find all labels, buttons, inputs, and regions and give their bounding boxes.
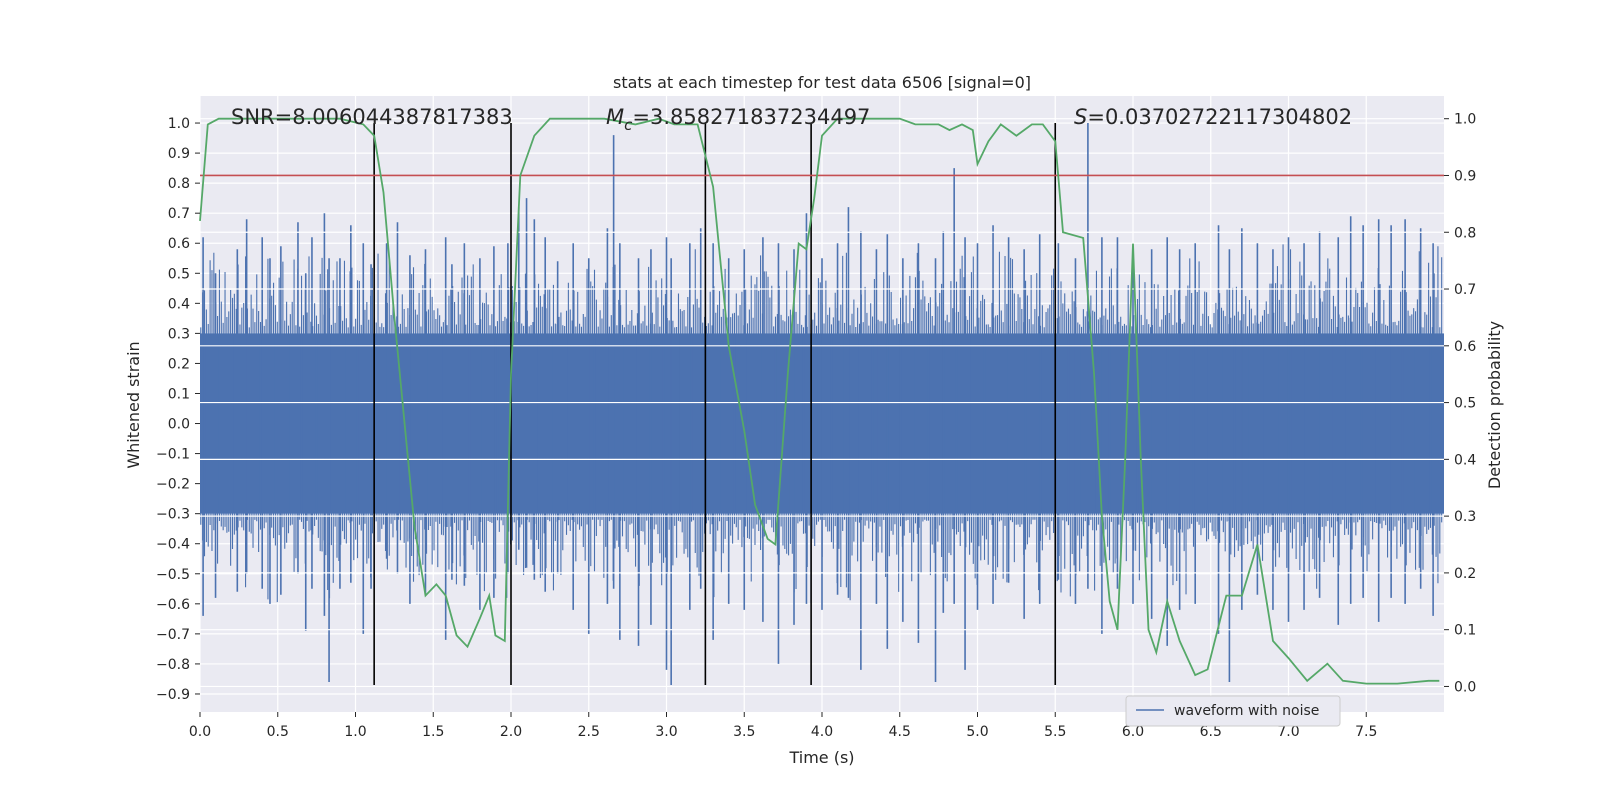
y-left-axis-ticks: 1.0 0.9 0.8 0.7 0.6 0.5 0.4 0.3 0.2 0.1 0.0 −0.1 −0.… xyxy=(156,116,200,703)
y-left-tick-label: −0.8 xyxy=(156,657,190,673)
chart-title: stats at each timestep for test data 650… xyxy=(613,73,1031,92)
snr-annotation: SNR=8.006044387817383 xyxy=(231,105,513,129)
y-left-tick-label: 0.3 xyxy=(168,326,190,342)
y-left-tick-label: 0.6 xyxy=(168,236,190,252)
y-left-tick-label: 0.4 xyxy=(168,296,190,312)
x-tick-label: 1.5 xyxy=(422,724,444,740)
mc-value: =3.858271837234497 xyxy=(632,105,870,129)
y-right-tick-label: 0.1 xyxy=(1454,623,1476,639)
y-left-tick-label: 0.0 xyxy=(168,417,190,433)
y-left-tick-label: 0.2 xyxy=(168,356,190,372)
y-left-tick-label: −0.1 xyxy=(156,447,190,463)
y-left-tick-label: −0.9 xyxy=(156,687,190,703)
s-annotation: S=0.03702722117304802 xyxy=(1074,105,1352,129)
y-right-tick-label: 0.2 xyxy=(1454,566,1476,582)
x-tick-label: 2.0 xyxy=(500,724,522,740)
x-axis-ticks: 0.0 0.5 1.0 1.5 2.0 2.5 3.0 3.5 4.0 4.5 5.0 5.5 6.0 6… xyxy=(189,712,1377,740)
y-right-axis-ticks: 1.0 0.9 0.8 0.7 0.6 0.5 0.4 0.3 0.2 0.1 0.0 xyxy=(1444,112,1476,695)
mc-subscript: c xyxy=(624,116,633,134)
legend-label: waveform with noise xyxy=(1174,703,1319,719)
y-left-tick-label: −0.7 xyxy=(156,627,190,643)
x-tick-label: 7.0 xyxy=(1277,724,1299,740)
s-value: =0.03702722117304802 xyxy=(1087,105,1352,129)
x-axis-label: Time (s) xyxy=(788,748,854,767)
y-right-tick-label: 0.3 xyxy=(1454,509,1476,525)
y-left-tick-label: 0.5 xyxy=(168,266,190,282)
mc-annotation: Mc=3.858271837234497 xyxy=(606,105,870,134)
y-right-tick-label: 0.9 xyxy=(1454,168,1476,184)
x-tick-label: 0.0 xyxy=(189,724,211,740)
x-tick-label: 0.5 xyxy=(267,724,289,740)
y-right-tick-label: 0.0 xyxy=(1454,679,1476,695)
y-right-tick-label: 0.8 xyxy=(1454,225,1476,241)
waveform-series xyxy=(200,123,1444,685)
y-left-tick-label: −0.5 xyxy=(156,567,190,583)
detection-probability-line xyxy=(199,117,1440,685)
s-symbol: S xyxy=(1074,105,1087,129)
y-left-tick-label: −0.4 xyxy=(156,537,190,553)
y-left-axis-label: Whitened strain xyxy=(124,341,143,468)
y-right-axis-label: Detection probability xyxy=(1485,321,1504,489)
x-tick-label: 3.0 xyxy=(655,724,677,740)
y-right-tick-label: 1.0 xyxy=(1454,112,1476,128)
y-left-tick-label: −0.2 xyxy=(156,477,190,493)
y-left-tick-label: 0.1 xyxy=(168,386,190,402)
x-tick-label: 3.5 xyxy=(733,724,755,740)
y-right-tick-label: 0.5 xyxy=(1454,396,1476,412)
x-tick-label: 6.0 xyxy=(1122,724,1144,740)
y-right-tick-label: 0.6 xyxy=(1454,339,1476,355)
legend-box xyxy=(1125,695,1341,727)
x-tick-label: 1.0 xyxy=(344,724,366,740)
y-left-tick-label: −0.3 xyxy=(156,507,190,523)
x-tick-label: 7.5 xyxy=(1355,724,1377,740)
probability-series xyxy=(199,117,1440,685)
mc-symbol: M xyxy=(606,105,624,129)
x-tick-label: 4.5 xyxy=(889,724,911,740)
x-tick-label: 5.5 xyxy=(1044,724,1066,740)
y-left-tick-label: 0.7 xyxy=(168,206,190,222)
y-right-tick-label: 0.4 xyxy=(1454,452,1476,468)
y-right-tick-label: 0.7 xyxy=(1454,282,1476,298)
y-left-tick-label: −0.6 xyxy=(156,597,190,613)
y-left-tick-label: 1.0 xyxy=(168,116,190,132)
legend: waveform with noise xyxy=(1125,695,1341,727)
x-tick-label: 5.0 xyxy=(966,724,988,740)
x-tick-label: 4.0 xyxy=(811,724,833,740)
y-left-tick-label: 0.8 xyxy=(168,176,190,192)
x-tick-label: 6.5 xyxy=(1200,724,1222,740)
y-left-tick-label: 0.9 xyxy=(168,146,190,162)
x-tick-label: 2.5 xyxy=(578,724,600,740)
